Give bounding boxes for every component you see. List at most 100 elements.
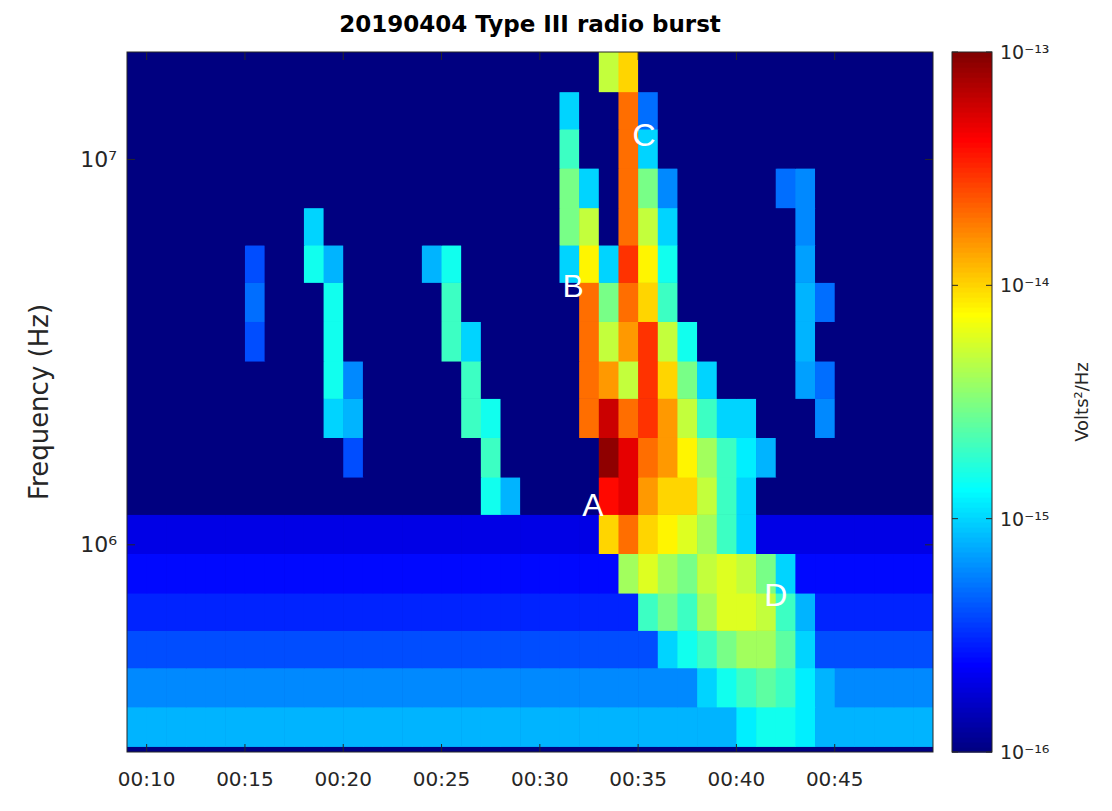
cell bbox=[225, 630, 245, 668]
cell bbox=[206, 92, 226, 130]
colorbar-title: Volts²/Hz bbox=[1071, 362, 1092, 442]
cell bbox=[874, 630, 894, 668]
colorbar-swatch bbox=[952, 672, 992, 678]
cell bbox=[383, 282, 403, 322]
cell bbox=[461, 168, 481, 208]
cell bbox=[422, 707, 442, 747]
cell bbox=[776, 477, 796, 515]
cell bbox=[874, 282, 894, 322]
cell bbox=[540, 361, 560, 399]
cell bbox=[894, 514, 914, 554]
colorbar-swatch bbox=[952, 522, 992, 528]
cell bbox=[874, 398, 894, 438]
cell bbox=[540, 514, 560, 554]
cell bbox=[461, 437, 481, 477]
colorbar-swatch bbox=[952, 97, 992, 103]
cell bbox=[147, 129, 167, 169]
colorbar-tick bbox=[986, 518, 992, 519]
cell bbox=[304, 245, 324, 283]
cell bbox=[874, 129, 894, 169]
cell bbox=[461, 477, 481, 515]
colorbar-swatch bbox=[952, 432, 992, 438]
cell bbox=[343, 321, 363, 361]
x-tick-label: 00:40 bbox=[708, 767, 766, 791]
cell bbox=[304, 321, 324, 361]
cell bbox=[422, 129, 442, 169]
cell bbox=[776, 52, 796, 92]
cell bbox=[677, 92, 697, 130]
cell bbox=[815, 707, 835, 747]
cell bbox=[206, 668, 226, 708]
colorbar-swatch bbox=[952, 582, 992, 588]
cell bbox=[697, 437, 717, 477]
cell bbox=[717, 477, 737, 515]
cell bbox=[206, 477, 226, 515]
x-tick bbox=[834, 52, 835, 60]
cell bbox=[815, 92, 835, 130]
colorbar-swatch bbox=[952, 277, 992, 283]
cell bbox=[835, 707, 855, 747]
cell bbox=[127, 52, 147, 92]
cell bbox=[166, 321, 186, 361]
colorbar-swatch bbox=[952, 447, 992, 453]
cell bbox=[540, 477, 560, 515]
cell bbox=[363, 477, 383, 515]
cell bbox=[894, 630, 914, 668]
cell bbox=[520, 437, 540, 477]
cell bbox=[618, 208, 638, 246]
cell bbox=[913, 245, 933, 283]
cell bbox=[795, 398, 815, 438]
cell bbox=[245, 92, 265, 130]
cell bbox=[520, 168, 540, 208]
colorbar-tick bbox=[986, 52, 992, 53]
cell bbox=[166, 477, 186, 515]
cell bbox=[697, 92, 717, 130]
cell bbox=[540, 92, 560, 130]
cell bbox=[520, 208, 540, 246]
cell bbox=[225, 321, 245, 361]
colorbar-swatch bbox=[952, 142, 992, 148]
x-tick bbox=[441, 744, 442, 752]
cell bbox=[776, 707, 796, 747]
cell bbox=[579, 168, 599, 208]
cell bbox=[835, 129, 855, 169]
colorbar-swatch bbox=[952, 262, 992, 268]
cell bbox=[461, 514, 481, 554]
cell bbox=[363, 129, 383, 169]
cell bbox=[442, 477, 462, 515]
colorbar-swatch bbox=[952, 177, 992, 183]
colorbar-swatch bbox=[952, 707, 992, 713]
cell bbox=[638, 668, 658, 708]
colorbar-swatch bbox=[952, 332, 992, 338]
cell bbox=[127, 593, 147, 631]
cell bbox=[874, 514, 894, 554]
cell bbox=[677, 707, 697, 747]
cell bbox=[225, 282, 245, 322]
cell bbox=[166, 514, 186, 554]
cell bbox=[206, 168, 226, 208]
cell bbox=[265, 52, 285, 92]
cell bbox=[579, 437, 599, 477]
cell bbox=[736, 437, 756, 477]
cell bbox=[815, 208, 835, 246]
cell bbox=[658, 514, 678, 554]
cell bbox=[166, 437, 186, 477]
cell bbox=[894, 52, 914, 92]
cell bbox=[127, 553, 147, 593]
cell bbox=[717, 514, 737, 554]
cell bbox=[599, 593, 619, 631]
colorbar-swatch bbox=[952, 732, 992, 738]
cell bbox=[776, 630, 796, 668]
cell bbox=[461, 92, 481, 130]
cell bbox=[265, 398, 285, 438]
cell bbox=[756, 514, 776, 554]
cell bbox=[481, 52, 501, 92]
cell bbox=[147, 208, 167, 246]
cell bbox=[559, 92, 579, 130]
cell bbox=[422, 593, 442, 631]
cell bbox=[697, 477, 717, 515]
cell bbox=[579, 92, 599, 130]
cell bbox=[186, 477, 206, 515]
cell bbox=[854, 630, 874, 668]
cell bbox=[913, 208, 933, 246]
